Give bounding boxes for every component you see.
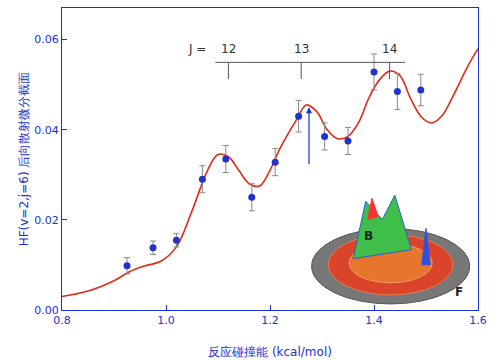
svg-text:B: B bbox=[364, 229, 373, 243]
svg-text:0.04: 0.04 bbox=[34, 124, 59, 137]
svg-text:0.06: 0.06 bbox=[34, 33, 59, 46]
svg-text:0.8: 0.8 bbox=[53, 314, 71, 327]
svg-text:1.2: 1.2 bbox=[261, 314, 279, 327]
svg-text:13: 13 bbox=[294, 42, 309, 56]
svg-text:0.02: 0.02 bbox=[34, 214, 59, 227]
svg-text:12: 12 bbox=[221, 42, 236, 56]
svg-text:J =: J = bbox=[188, 42, 206, 56]
svg-text:1.0: 1.0 bbox=[157, 314, 175, 327]
svg-text:1.4: 1.4 bbox=[365, 314, 383, 327]
svg-text:14: 14 bbox=[382, 42, 397, 56]
svg-text:0.00: 0.00 bbox=[34, 304, 59, 317]
svg-text:1.6: 1.6 bbox=[469, 314, 487, 327]
svg-text:HF(v=2,j=6) 后向散射微分截面: HF(v=2,j=6) 后向散射微分截面 bbox=[17, 72, 31, 247]
svg-text:反应碰撞能 (kcal/mol): 反应碰撞能 (kcal/mol) bbox=[208, 345, 332, 359]
svg-text:F: F bbox=[455, 285, 463, 299]
